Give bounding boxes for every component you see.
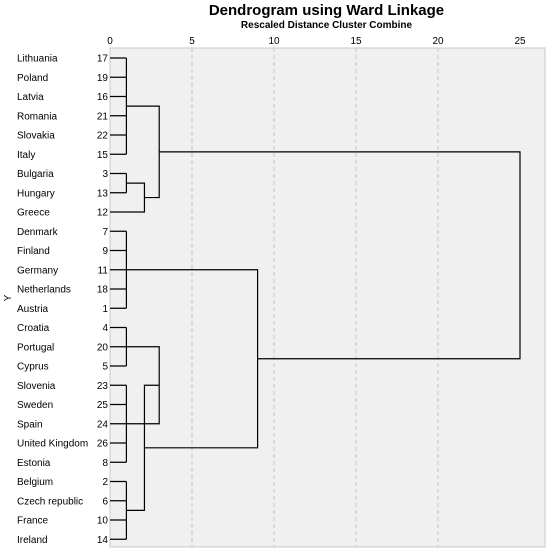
leaf-id: 11 (98, 265, 109, 276)
leaf-name: Slovenia (17, 381, 56, 392)
leaf-id: 10 (97, 516, 109, 527)
leaf-name: Poland (17, 73, 48, 84)
leaf-id: 18 (97, 285, 109, 296)
leaf-id: 3 (102, 169, 108, 180)
leaf-id: 5 (102, 362, 108, 373)
leaf-name: Croatia (17, 323, 50, 334)
x-tick-label: 25 (514, 36, 526, 47)
leaf-name: France (17, 516, 49, 527)
leaf-id: 17 (97, 54, 109, 65)
leaf-id: 9 (102, 246, 108, 257)
x-tick-label: 0 (107, 36, 113, 47)
leaf-name: Ireland (17, 535, 48, 546)
leaf-name: Finland (17, 246, 50, 257)
leaf-id: 23 (97, 381, 109, 392)
leaf-id: 25 (97, 400, 109, 411)
leaf-id: 14 (97, 535, 109, 546)
x-tick-label: 10 (268, 36, 280, 47)
leaf-name: Austria (17, 304, 49, 315)
leaf-name: Hungary (17, 188, 55, 199)
leaf-name: Netherlands (17, 285, 71, 296)
leaf-name: Spain (17, 419, 43, 430)
leaf-id: 6 (102, 496, 108, 507)
leaf-id: 8 (102, 458, 108, 469)
leaf-name: Lithuania (17, 54, 58, 65)
leaf-name: Bulgaria (17, 169, 54, 180)
leaf-name: Sweden (17, 400, 53, 411)
leaf-name: Italy (17, 150, 35, 161)
leaf-name: United Kingdom (17, 439, 88, 450)
leaf-name: Greece (17, 208, 50, 219)
leaf-name: Cyprus (17, 362, 49, 373)
leaf-name: Estonia (17, 458, 51, 469)
leaf-id: 2 (102, 477, 108, 488)
leaf-name: Portugal (17, 342, 54, 353)
leaf-name: Slovakia (17, 131, 55, 142)
x-tick-label: 20 (432, 36, 444, 47)
leaf-id: 19 (97, 73, 109, 84)
leaf-id: 20 (97, 342, 109, 353)
leaf-id: 21 (97, 111, 109, 122)
leaf-id: 4 (102, 323, 108, 334)
leaf-id: 7 (102, 227, 108, 238)
leaf-name: Belgium (17, 477, 53, 488)
leaf-id: 12 (97, 208, 109, 219)
plot-area (109, 47, 546, 548)
chart-subtitle: Rescaled Distance Cluster Combine (240, 20, 413, 31)
leaf-name: Czech republic (17, 496, 83, 507)
leaf-name: Romania (17, 111, 57, 122)
leaf-id: 22 (97, 131, 109, 142)
leaf-id: 26 (97, 439, 109, 450)
leaf-id: 1 (102, 304, 108, 315)
leaf-id: 13 (97, 188, 109, 199)
merge-link (159, 151, 521, 360)
leaf-id: 24 (97, 419, 109, 430)
leaf-id: 15 (97, 150, 109, 161)
x-tick-label: 5 (189, 36, 195, 47)
leaf-name: Germany (17, 265, 58, 276)
y-axis-label: Y (3, 294, 14, 301)
leaf-name: Denmark (17, 227, 59, 238)
chart-title: Dendrogram using Ward Linkage (208, 2, 445, 19)
x-tick-label: 15 (350, 36, 362, 47)
leaf-id: 16 (97, 92, 109, 103)
leaf-name: Latvia (17, 92, 44, 103)
